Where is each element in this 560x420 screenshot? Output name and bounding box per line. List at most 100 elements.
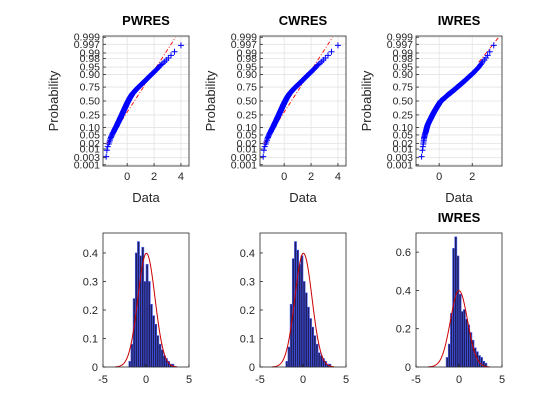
probplot-0: 0.0010.0030.010.020.050.100.250.500.750.… bbox=[46, 13, 190, 205]
data-point bbox=[106, 137, 113, 144]
y-tick-label: 0.6 bbox=[396, 247, 411, 259]
data-point bbox=[484, 52, 491, 59]
histogram-bar bbox=[154, 323, 158, 368]
y-tick-label: 0.01 bbox=[237, 144, 258, 156]
y-tick-label: 0.003 bbox=[231, 152, 257, 164]
data-point bbox=[103, 153, 110, 160]
y-tick-label: 0.4 bbox=[240, 248, 255, 260]
y-tick-label: 0.95 bbox=[393, 62, 414, 74]
y-tick-label: 0.98 bbox=[393, 53, 414, 65]
y-tick-label: 0.01 bbox=[80, 144, 101, 156]
y-tick-label: 0.05 bbox=[80, 129, 101, 141]
x-axis-label: Data bbox=[289, 190, 317, 205]
y-tick-label: 0.001 bbox=[74, 159, 100, 171]
data-point bbox=[478, 60, 485, 67]
y-tick-label: 0.05 bbox=[237, 129, 258, 141]
histogram-bar bbox=[156, 335, 160, 368]
y-tick-label: 0.99 bbox=[393, 47, 414, 59]
y-tick-label: 0.10 bbox=[80, 122, 101, 134]
data-point bbox=[165, 54, 172, 61]
data-point bbox=[490, 42, 497, 49]
histogram-bar bbox=[145, 264, 149, 368]
histogram-bar bbox=[311, 326, 315, 368]
histogram-bar bbox=[152, 315, 155, 368]
y-tick-label: 0.2 bbox=[396, 324, 411, 336]
y-tick-label: 0.001 bbox=[231, 159, 257, 171]
x-tick-label: 5 bbox=[186, 374, 192, 386]
y-tick-label: 0.3 bbox=[240, 276, 255, 288]
histogram-bar bbox=[313, 335, 317, 368]
y-tick-label: 0 bbox=[249, 362, 255, 374]
y-tick-label: 0.98 bbox=[237, 53, 258, 65]
histogram-bar bbox=[289, 303, 293, 368]
x-tick-label: 4 bbox=[178, 171, 184, 183]
y-tick-label: 0.05 bbox=[393, 129, 414, 141]
y-tick-label: 0.3 bbox=[83, 276, 98, 288]
y-tick-label: 0.02 bbox=[80, 138, 101, 150]
y-tick-label: 0.02 bbox=[237, 138, 258, 150]
reference-line bbox=[478, 36, 500, 63]
data-point bbox=[177, 42, 184, 49]
normal-fit-curve bbox=[272, 252, 335, 368]
y-tick-label: 0.50 bbox=[393, 96, 414, 108]
data-point bbox=[168, 52, 175, 59]
histogram-bar bbox=[317, 352, 321, 368]
y-tick-label: 0.1 bbox=[83, 333, 98, 345]
x-tick-label: -5 bbox=[255, 374, 265, 386]
histogram-bar bbox=[160, 349, 164, 368]
y-axis-label: Probability bbox=[46, 70, 61, 131]
y-tick-label: 0.2 bbox=[240, 305, 255, 317]
histogram-bar bbox=[309, 318, 312, 368]
normal-fit-curve bbox=[428, 290, 490, 368]
x-tick-label: 2 bbox=[151, 171, 157, 183]
data-point bbox=[103, 147, 110, 154]
y-tick-label: 0.001 bbox=[387, 159, 413, 171]
y-tick-label: 0.10 bbox=[237, 122, 258, 134]
x-tick-label: 0 bbox=[436, 171, 442, 183]
x-axis-label: Data bbox=[445, 190, 473, 205]
histogram-bar bbox=[128, 360, 132, 368]
data-point bbox=[325, 52, 332, 59]
y-tick-label: 0.997 bbox=[74, 39, 100, 51]
x-tick-label: 5 bbox=[343, 374, 349, 386]
data-point bbox=[260, 153, 267, 160]
x-axis-label: Data bbox=[132, 190, 160, 205]
y-tick-label: 0.1 bbox=[240, 333, 255, 345]
histogram-bar bbox=[150, 303, 153, 368]
x-tick-label: 5 bbox=[499, 374, 505, 386]
histogram-bar bbox=[158, 343, 162, 368]
data-point bbox=[418, 153, 425, 160]
x-tick-label: 0 bbox=[456, 374, 462, 386]
histogram-bar bbox=[315, 343, 319, 368]
histogram-bar bbox=[302, 281, 306, 368]
y-tick-label: 0.999 bbox=[231, 32, 257, 44]
data-point bbox=[104, 143, 111, 150]
y-tick-label: 0.4 bbox=[396, 285, 411, 297]
y-tick-label: 0.25 bbox=[393, 109, 414, 121]
data-point bbox=[322, 54, 329, 61]
y-tick-label: 0.999 bbox=[387, 32, 413, 44]
y-tick-label: 0.2 bbox=[83, 305, 98, 317]
y-tick-label: 0.50 bbox=[237, 96, 258, 108]
histogram-bar bbox=[465, 318, 468, 368]
data-point bbox=[334, 42, 341, 49]
y-tick-label: 0.90 bbox=[237, 69, 258, 81]
y-axis-label: Probability bbox=[359, 70, 374, 131]
y-tick-label: 0.95 bbox=[80, 62, 101, 74]
histogram-bar bbox=[298, 264, 302, 368]
histogram-bar bbox=[462, 309, 466, 368]
y-tick-label: 0.25 bbox=[237, 109, 258, 121]
y-tick-label: 0.98 bbox=[80, 53, 101, 65]
data-point bbox=[261, 143, 268, 150]
histogram-bar bbox=[137, 241, 140, 368]
probplot-1: 0.0010.0030.010.020.050.100.250.500.750.… bbox=[203, 13, 347, 205]
plot-title: PWRES bbox=[122, 13, 170, 28]
data-point bbox=[328, 48, 335, 55]
x-tick-label: 0 bbox=[124, 171, 130, 183]
data-point bbox=[171, 48, 178, 55]
normal-fit-curve bbox=[115, 252, 178, 368]
histogram-bar bbox=[285, 360, 289, 368]
y-tick-label: 0.02 bbox=[393, 138, 414, 150]
y-tick-label: 0.90 bbox=[393, 69, 414, 81]
